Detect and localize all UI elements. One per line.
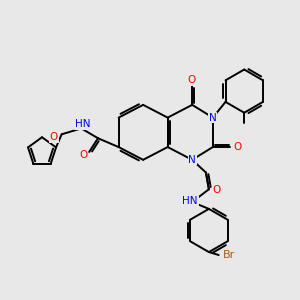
Text: HN: HN: [74, 119, 90, 130]
Text: O: O: [233, 142, 242, 152]
Text: N: N: [188, 155, 196, 165]
Text: O: O: [187, 75, 195, 85]
Text: O: O: [79, 150, 87, 160]
Text: Br: Br: [222, 250, 235, 260]
Text: O: O: [50, 132, 58, 142]
Text: HN: HN: [182, 196, 198, 206]
Text: O: O: [213, 185, 221, 195]
Text: N: N: [209, 112, 217, 123]
